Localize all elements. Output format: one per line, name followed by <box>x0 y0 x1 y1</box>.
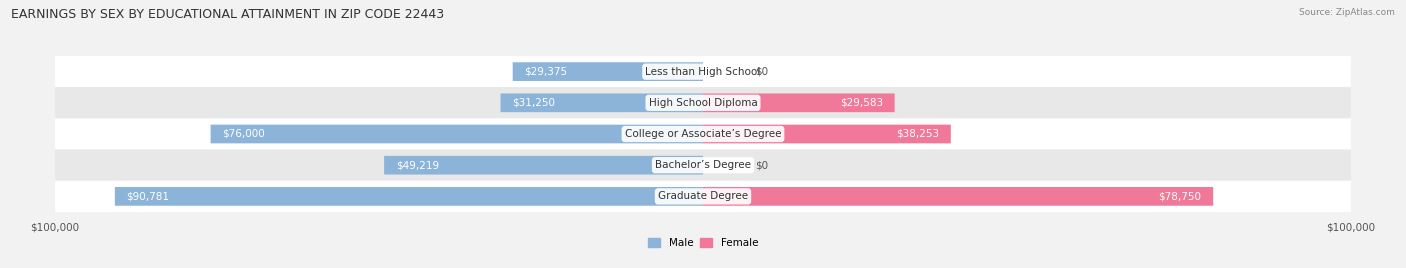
FancyBboxPatch shape <box>55 87 1351 118</box>
FancyBboxPatch shape <box>703 94 894 112</box>
Text: $29,375: $29,375 <box>524 67 568 77</box>
Text: College or Associate’s Degree: College or Associate’s Degree <box>624 129 782 139</box>
Text: Source: ZipAtlas.com: Source: ZipAtlas.com <box>1299 8 1395 17</box>
Text: Graduate Degree: Graduate Degree <box>658 191 748 201</box>
Text: $76,000: $76,000 <box>222 129 266 139</box>
FancyBboxPatch shape <box>55 118 1351 150</box>
FancyBboxPatch shape <box>513 62 703 81</box>
FancyBboxPatch shape <box>115 187 703 206</box>
Text: $31,250: $31,250 <box>512 98 555 108</box>
Text: EARNINGS BY SEX BY EDUCATIONAL ATTAINMENT IN ZIP CODE 22443: EARNINGS BY SEX BY EDUCATIONAL ATTAINMEN… <box>11 8 444 21</box>
FancyBboxPatch shape <box>211 125 703 143</box>
Text: $78,750: $78,750 <box>1159 191 1202 201</box>
Text: $29,583: $29,583 <box>839 98 883 108</box>
Text: $90,781: $90,781 <box>127 191 170 201</box>
FancyBboxPatch shape <box>384 156 703 174</box>
Text: $0: $0 <box>755 160 768 170</box>
FancyBboxPatch shape <box>55 150 1351 181</box>
FancyBboxPatch shape <box>703 187 1213 206</box>
FancyBboxPatch shape <box>55 56 1351 87</box>
Legend: Male, Female: Male, Female <box>644 234 762 252</box>
FancyBboxPatch shape <box>703 125 950 143</box>
Text: Bachelor’s Degree: Bachelor’s Degree <box>655 160 751 170</box>
Text: High School Diploma: High School Diploma <box>648 98 758 108</box>
FancyBboxPatch shape <box>501 94 703 112</box>
Text: $38,253: $38,253 <box>896 129 939 139</box>
Text: Less than High School: Less than High School <box>645 67 761 77</box>
Text: $49,219: $49,219 <box>396 160 439 170</box>
Text: $0: $0 <box>755 67 768 77</box>
FancyBboxPatch shape <box>55 181 1351 212</box>
